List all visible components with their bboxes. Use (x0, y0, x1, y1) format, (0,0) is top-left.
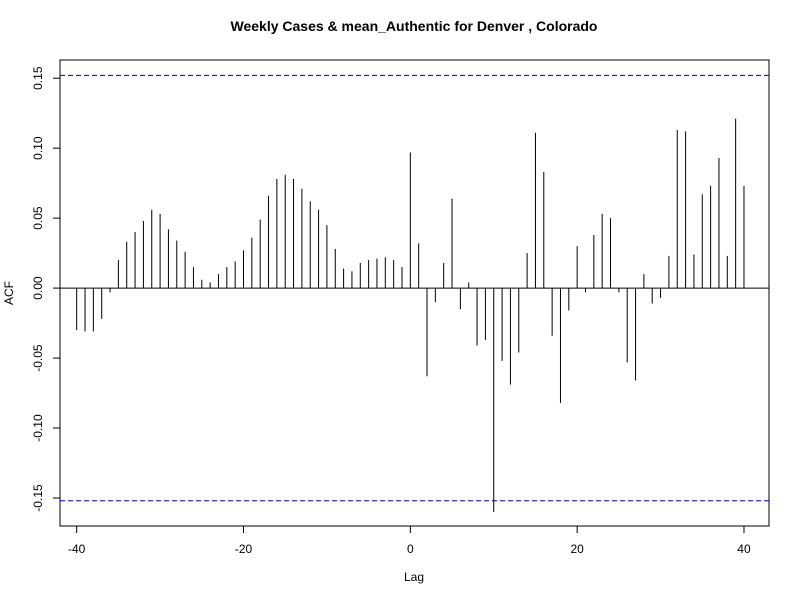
x-tick-label: 0 (407, 542, 414, 556)
y-tick-label: 0.05 (31, 206, 45, 230)
x-tick-label: 40 (737, 542, 751, 556)
acf-bars (76, 118, 745, 513)
y-tick-label: 0.00 (31, 276, 45, 300)
y-tick-label: -0.15 (31, 484, 45, 512)
x-axis-label: Lag (404, 570, 424, 584)
y-tick-label: -0.10 (31, 414, 45, 442)
chart-title: Weekly Cases & mean_Authentic for Denver… (231, 18, 598, 34)
y-tick-label: 0.10 (31, 136, 45, 160)
y-axis: -0.15 -0.10 -0.05 0.00 0.05 0.10 0.15 (31, 66, 60, 512)
y-tick-label: -0.05 (31, 344, 45, 372)
confidence-bounds (60, 74, 769, 502)
x-axis: -40 -20 0 20 40 (68, 526, 751, 556)
x-tick-label: 20 (570, 542, 584, 556)
x-tick-label: -20 (235, 542, 253, 556)
y-axis-label: ACF (2, 281, 16, 305)
plot-frame (59, 59, 770, 527)
y-tick-label: 0.15 (31, 66, 45, 90)
x-tick-label: -40 (68, 542, 86, 556)
